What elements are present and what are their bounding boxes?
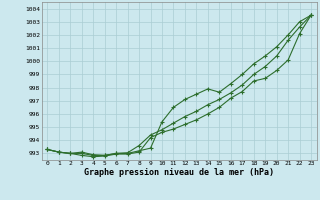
X-axis label: Graphe pression niveau de la mer (hPa): Graphe pression niveau de la mer (hPa) [84, 168, 274, 177]
